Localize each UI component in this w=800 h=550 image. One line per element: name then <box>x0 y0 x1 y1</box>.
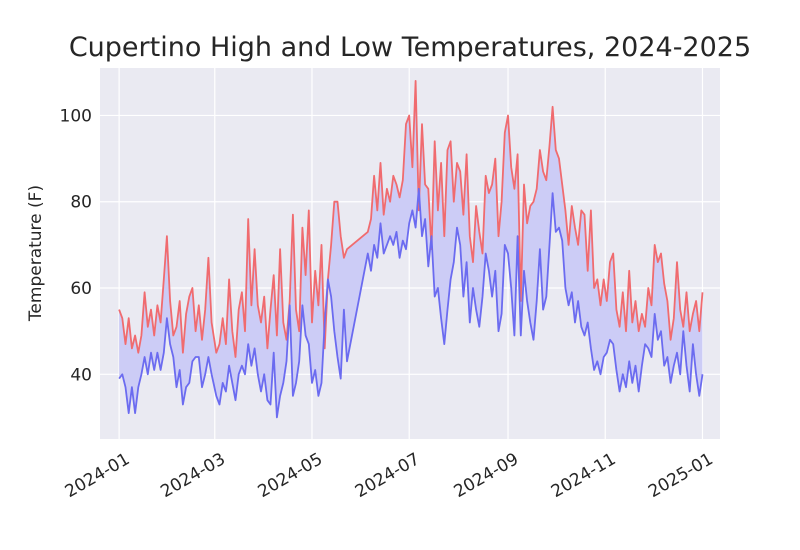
y-tick-label: 40 <box>70 365 92 385</box>
high-low-fill <box>119 80 703 418</box>
high-temperature-line <box>118 80 704 358</box>
x-axis-ticks: 2024-01 2024-03 2024-05 2024-07 2024-09 2024-… <box>62 449 717 502</box>
y-axis-label: Temperature (F) <box>26 185 46 322</box>
y-axis-ticks: 40 60 80 100 <box>60 106 92 385</box>
x-tick-label: 2024-05 <box>255 449 327 502</box>
x-tick-label: 2025-01 <box>645 449 717 502</box>
x-tick-label: 2024-09 <box>451 449 523 502</box>
low-temperature-line <box>118 187 704 419</box>
x-tick-label: 2024-07 <box>352 449 424 502</box>
y-tick-label: 80 <box>70 193 92 213</box>
x-tick-label: 2024-11 <box>548 449 620 502</box>
y-tick-label: 60 <box>70 279 92 299</box>
y-tick-label: 100 <box>60 106 92 126</box>
x-tick-label: 2024-01 <box>62 449 134 502</box>
x-tick-label: 2024-03 <box>157 449 229 502</box>
chart-title: Cupertino High and Low Temperatures, 202… <box>69 32 751 63</box>
